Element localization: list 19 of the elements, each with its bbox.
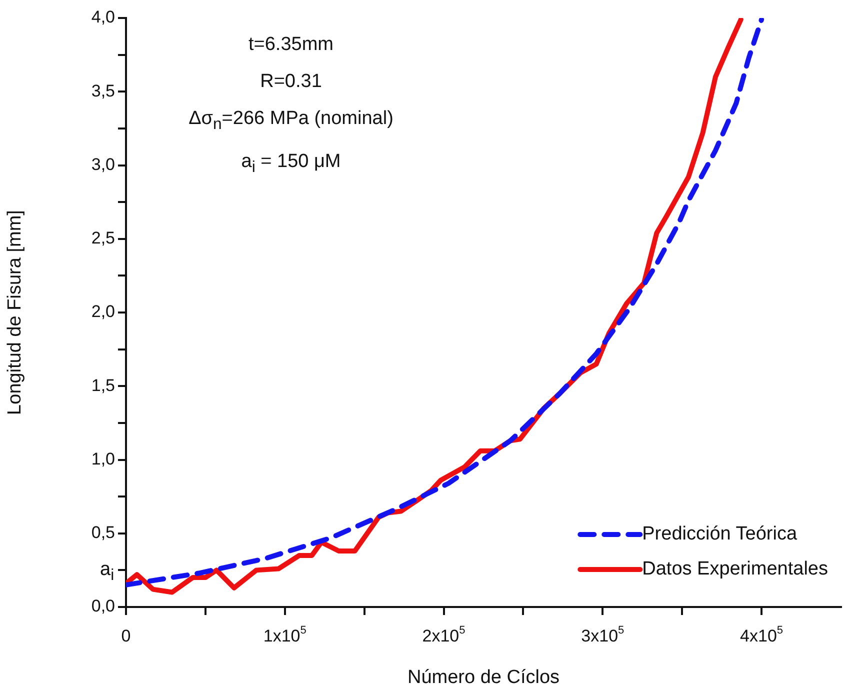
y-tick-label: 3,0 bbox=[91, 154, 115, 174]
legend-label: Datos Experimentales bbox=[642, 558, 828, 580]
legend-label: Predicción Teórica bbox=[642, 524, 798, 545]
y-tick-label: 1,0 bbox=[91, 449, 115, 468]
y-tick-label: 2,0 bbox=[91, 302, 115, 322]
annotation: t=6.35mm bbox=[247, 33, 334, 57]
y-tick-label: 0,5 bbox=[91, 523, 115, 542]
annotation: Δσ$_{n}$=266 MPa (nominal) bbox=[188, 107, 394, 135]
annotation: R=0.31 bbox=[259, 70, 323, 94]
y-tick-label: 1,5 bbox=[91, 376, 115, 395]
y-axis-title: Longitud de Fisura [mm] bbox=[4, 210, 26, 415]
y-tick-label: 4,0 bbox=[91, 8, 115, 27]
text: a$_{i}$ bbox=[100, 559, 114, 585]
annotation: a$_{i}$ = 150 μM bbox=[240, 150, 342, 178]
x-axis-title: Número de Cíclos bbox=[407, 666, 560, 688]
x-tick-label: 0 bbox=[121, 626, 131, 646]
y-tick-label: 0,0 bbox=[91, 596, 115, 616]
y-tick-label: 3,5 bbox=[91, 81, 115, 100]
y-tick-label: 2,5 bbox=[91, 228, 115, 248]
